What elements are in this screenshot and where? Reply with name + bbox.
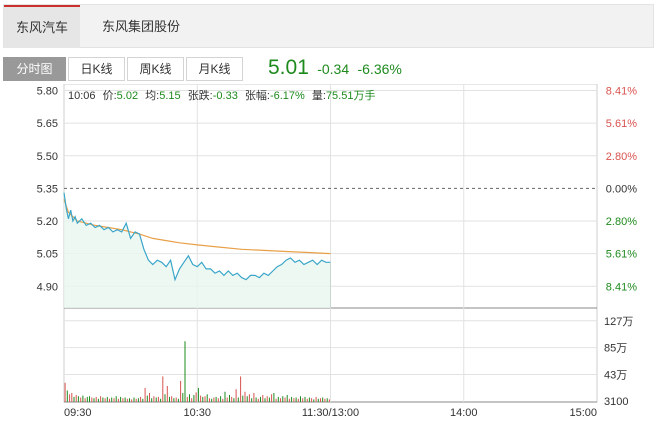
tab-monthly-k[interactable]: 月K线 [186,57,243,81]
pct-tick-label: 8.41% [606,86,637,98]
price-area [64,192,331,308]
stock-tab-dongfeng-motor[interactable]: 东风汽车 [4,5,80,48]
y-tick-label: 5.35 [37,183,58,195]
current-price: 5.01 [268,56,309,79]
y-tick-label: 5.80 [37,86,58,98]
info-price-label: 价: [103,89,117,102]
intraday-chart[interactable]: 09:30 10:30 11:30/13:00 14:00 15:00 5.80 8.41%… [0,84,657,424]
x-tick-label: 10:30 [183,407,211,419]
pct-tick-label: 8.41% [606,281,637,293]
volume-bars [64,341,330,402]
tab-intraday[interactable]: 分时图 [3,57,66,81]
x-tick-label: 14:00 [450,407,478,419]
info-volume: 75.51万手 [326,88,376,102]
info-pct-label: 张幅: [245,89,270,102]
y-tick-label: 5.50 [37,151,58,163]
volume-tick-label: 3100 [604,396,628,408]
y-tick-label: 5.20 [37,216,58,228]
info-avg-label: 均: [145,89,159,102]
info-change: -0.33 [213,90,238,102]
tab-weekly-k[interactable]: 周K线 [127,57,184,81]
quote-summary: 5.01 -0.34 -6.36% [268,56,402,82]
pct-tick-label: 2.80% [606,151,637,163]
price-change: -0.34 [317,61,350,77]
price-change-percent: -6.36% [357,61,402,77]
y-tick-label: 5.05 [37,249,58,261]
info-vol-label: 量: [312,89,326,102]
volume-tick-label: 127万 [604,316,633,328]
price-line [63,192,331,282]
tab-daily-k[interactable]: 日K线 [68,57,125,81]
pct-tick-label: 0.00% [606,183,637,195]
price-series [63,192,331,308]
info-time: 10:06 [68,90,96,102]
stock-tabs: 东风汽车 东风集团股份 [3,4,654,48]
x-tick-label: 09:30 [64,407,92,419]
info-bar: 10:06 价:5.02 均:5.15 张跌:-0.33 张幅:-6.17% 量… [68,88,375,102]
pct-tick-label: 2.80% [606,216,637,228]
chart-grid [64,84,597,402]
x-tick-label: 15:00 [569,407,597,419]
stock-tab-dongfeng-group[interactable]: 东风集团股份 [102,19,181,34]
info-change-label: 张跌: [188,88,213,102]
pct-tick-label: 5.61% [606,249,637,261]
info-pct: -6.17% [270,90,305,102]
volume-tick-label: 43万 [604,370,627,382]
volume-tick-label: 85万 [604,343,627,355]
pct-tick-label: 5.61% [606,118,637,130]
y-tick-label: 5.65 [37,118,58,130]
axis-labels: 09:30 10:30 11:30/13:00 14:00 15:00 5.80 8.41%… [37,86,638,419]
info-avg: 5.15 [159,90,180,102]
info-price: 5.02 [117,90,138,102]
x-tick-label: 11:30/13:00 [302,407,359,419]
y-tick-label: 4.90 [37,281,58,293]
